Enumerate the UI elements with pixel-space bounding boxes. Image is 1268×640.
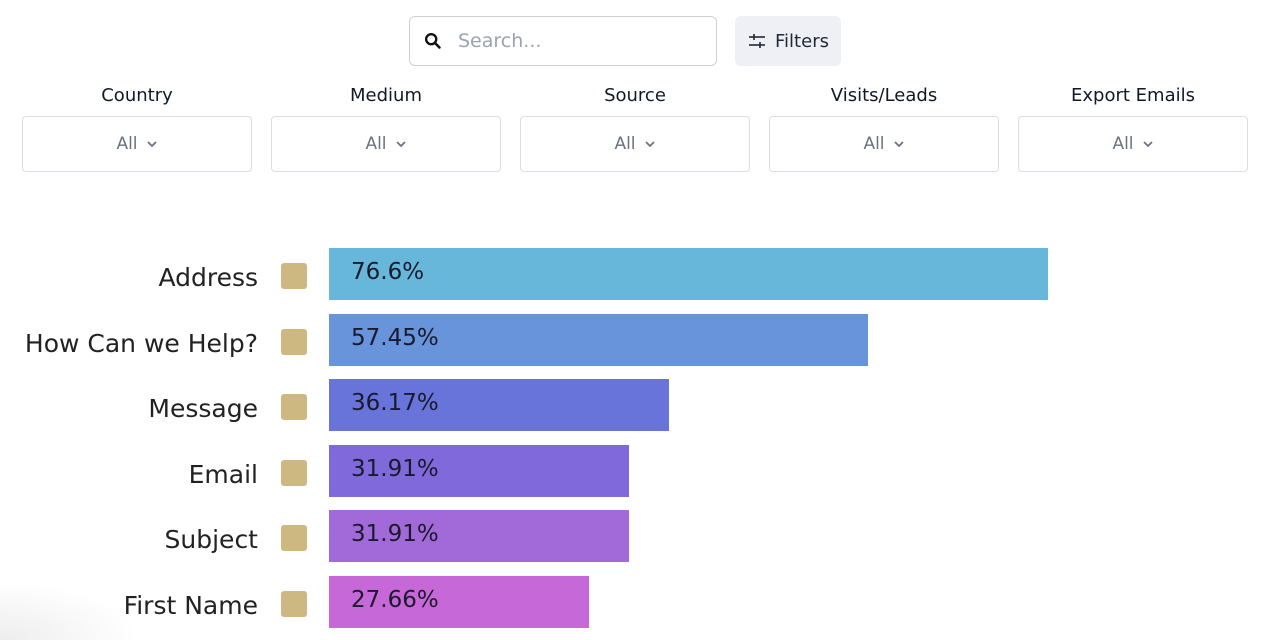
- bar[interactable]: 31.91%: [329, 445, 629, 497]
- chevron-down-icon: [644, 141, 655, 148]
- filter-label: Medium: [350, 85, 422, 106]
- chart-row: Address 76.6%: [0, 248, 1268, 300]
- search-icon: [424, 32, 441, 49]
- bar-value-label: 76.6%: [351, 259, 425, 285]
- legend-swatch: [281, 525, 307, 551]
- filters-button[interactable]: Filters: [735, 16, 841, 66]
- legend-swatch: [281, 460, 307, 486]
- sliders-icon: [749, 34, 766, 48]
- toolbar: Filters: [0, 16, 1268, 66]
- filter-medium: Medium All: [271, 84, 501, 172]
- category-label: Email: [188, 460, 258, 489]
- bar[interactable]: 57.45%: [329, 314, 868, 366]
- bar-value-label: 36.17%: [351, 390, 439, 416]
- legend-swatch: [281, 591, 307, 617]
- export-emails-dropdown[interactable]: All: [1018, 116, 1248, 172]
- bar-value-label: 57.45%: [351, 325, 439, 351]
- legend-swatch: [281, 329, 307, 355]
- visits-leads-dropdown[interactable]: All: [769, 116, 999, 172]
- filter-label: Source: [604, 85, 666, 106]
- category-label: How Can we Help?: [24, 329, 258, 358]
- filter-export-emails: Export Emails All: [1018, 84, 1248, 172]
- search-input[interactable]: [456, 29, 686, 53]
- chevron-down-icon: [395, 141, 406, 148]
- bar[interactable]: 31.91%: [329, 510, 629, 562]
- filter-row: Country All Medium All Source All Visits…: [22, 84, 1248, 174]
- bar-value-label: 31.91%: [351, 521, 439, 547]
- filter-country: Country All: [22, 84, 252, 172]
- category-label: First Name: [123, 591, 258, 620]
- dropdown-value: All: [1112, 134, 1134, 154]
- chevron-down-icon: [1142, 141, 1153, 148]
- chart-row: Email 31.91%: [0, 445, 1268, 497]
- chart-row: How Can we Help? 57.45%: [0, 314, 1268, 366]
- search-box[interactable]: [409, 16, 717, 66]
- bar[interactable]: 27.66%: [329, 576, 589, 628]
- legend-swatch: [281, 263, 307, 289]
- source-dropdown[interactable]: All: [520, 116, 750, 172]
- filter-label: Country: [101, 85, 173, 106]
- filter-source: Source All: [520, 84, 750, 172]
- bar[interactable]: 76.6%: [329, 248, 1048, 300]
- filter-label: Export Emails: [1071, 85, 1195, 106]
- dropdown-value: All: [614, 134, 636, 154]
- bar-value-label: 27.66%: [351, 587, 439, 613]
- chart-row: Subject 31.91%: [0, 510, 1268, 562]
- chevron-down-icon: [146, 141, 157, 148]
- bar[interactable]: 36.17%: [329, 379, 669, 431]
- filter-visits-leads: Visits/Leads All: [769, 84, 999, 172]
- category-label: Message: [148, 394, 258, 423]
- chart-row: Message 36.17%: [0, 379, 1268, 431]
- legend-swatch: [281, 394, 307, 420]
- dropdown-value: All: [116, 134, 138, 154]
- category-label: Address: [158, 263, 258, 292]
- chart-row: First Name 27.66%: [0, 576, 1268, 628]
- dropdown-value: All: [365, 134, 387, 154]
- dropdown-value: All: [863, 134, 885, 154]
- country-dropdown[interactable]: All: [22, 116, 252, 172]
- funnel-bar-chart: Address 76.6% How Can we Help? 57.45% Messag…: [0, 248, 1268, 640]
- bar-value-label: 31.91%: [351, 456, 439, 482]
- medium-dropdown[interactable]: All: [271, 116, 501, 172]
- filter-label: Visits/Leads: [830, 85, 938, 106]
- category-label: Subject: [164, 525, 258, 554]
- filters-button-label: Filters: [775, 30, 829, 52]
- chevron-down-icon: [893, 141, 904, 148]
